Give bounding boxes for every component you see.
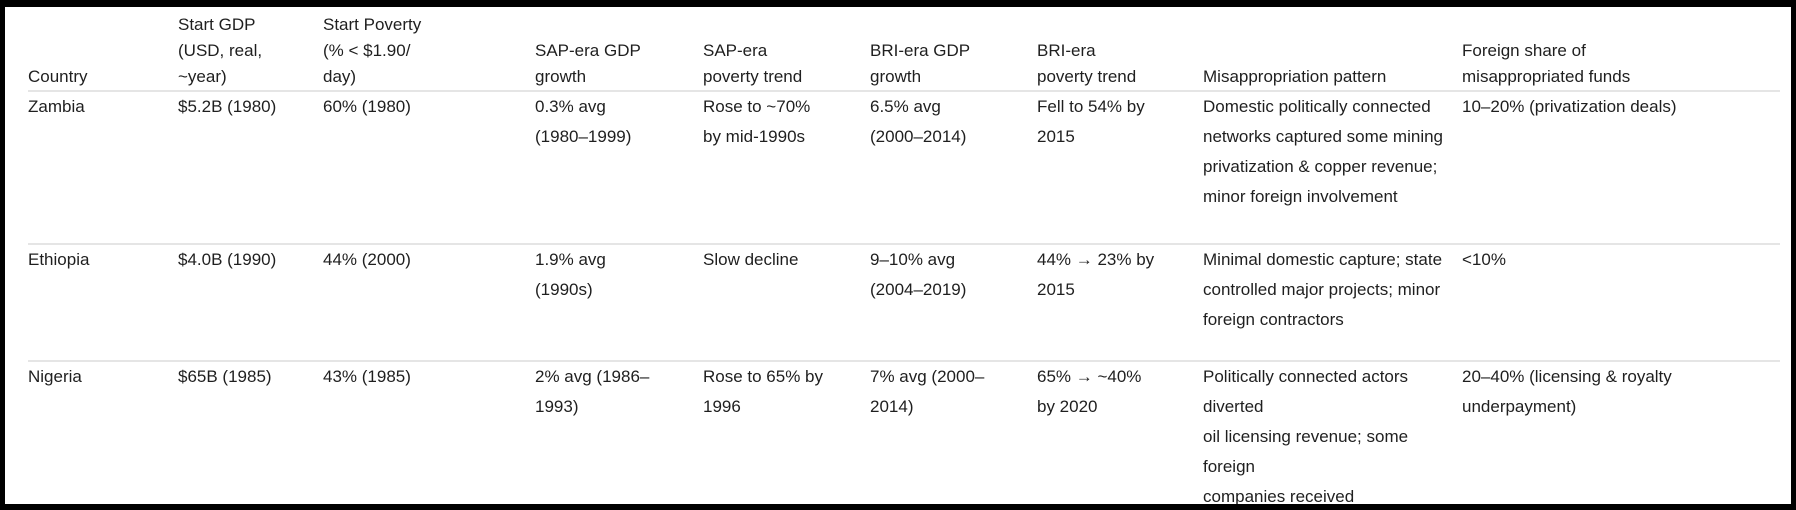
cell-start-poverty: 44% (2000) — [323, 250, 411, 269]
table-row-zambia: Zambia $5.2B (1980) 60% (1980) 0.3% avg … — [28, 91, 1780, 244]
col-header-bri-gdp-growth: BRI-era GDP growth — [870, 41, 971, 86]
cell-foreign-share: <10% — [1462, 250, 1506, 269]
cell-misappropriation-pattern: Minimal domestic capture; state controll… — [1203, 250, 1443, 329]
cell-misappropriation-pattern: Politically connected actors diverted oi… — [1203, 367, 1409, 506]
col-header-misappropriation-pattern: Misappropriation pattern — [1203, 67, 1387, 86]
cell-foreign-share: 20–40% (licensing & royalty underpayment… — [1462, 367, 1672, 416]
cell-bri-gdp-growth: 6.5% avg (2000–2014) — [870, 97, 967, 146]
cell-foreign-share: 10–20% (privatization deals) — [1462, 97, 1677, 116]
cell-start-poverty: 60% (1980) — [323, 97, 411, 116]
col-header-sap-gdp-growth: SAP-era GDP growth — [535, 41, 641, 86]
cell-sap-gdp-growth: 1.9% avg (1990s) — [535, 250, 606, 299]
cell-start-gdp: $4.0B (1990) — [178, 250, 277, 269]
cell-start-gdp: $5.2B (1980) — [178, 97, 277, 116]
cell-bri-gdp-growth: 9–10% avg (2004–2019) — [870, 250, 967, 299]
cell-country: Zambia — [28, 97, 85, 116]
comparison-table: Country Start GDP (USD, real, ~year) Sta… — [28, 7, 1780, 506]
col-header-bri-poverty-trend: BRI-era poverty trend — [1037, 41, 1137, 86]
cell-sap-gdp-growth: 2% avg (1986– 1993) — [535, 367, 650, 416]
cell-bri-poverty-trend: 65% → ~40% by 2020 — [1037, 367, 1142, 416]
col-header-country: Country — [28, 67, 88, 86]
cell-bri-gdp-growth: 7% avg (2000– 2014) — [870, 367, 985, 416]
cell-sap-poverty-trend: Rose to ~70% by mid-1990s — [703, 97, 811, 146]
cell-country: Nigeria — [28, 367, 82, 386]
col-header-foreign-share: Foreign share of misappropriated funds — [1462, 41, 1631, 86]
cell-sap-poverty-trend: Slow decline — [703, 250, 799, 269]
col-header-start-gdp: Start GDP (USD, real, ~year) — [178, 15, 263, 86]
cell-start-gdp: $65B (1985) — [178, 367, 272, 386]
table-row-nigeria: Nigeria $65B (1985) 43% (1985) 2% avg (1… — [28, 361, 1780, 506]
cell-bri-poverty-trend: 44% → 23% by 2015 — [1037, 250, 1155, 299]
cell-country: Ethiopia — [28, 250, 90, 269]
header-row: Country Start GDP (USD, real, ~year) Sta… — [28, 7, 1780, 91]
col-header-sap-poverty-trend: SAP-era poverty trend — [703, 41, 803, 86]
cell-bri-poverty-trend: Fell to 54% by 2015 — [1037, 97, 1145, 146]
col-header-start-poverty: Start Poverty (% < $1.90/ day) — [323, 15, 422, 86]
cell-sap-gdp-growth: 0.3% avg (1980–1999) — [535, 97, 632, 146]
table-row-ethiopia: Ethiopia $4.0B (1990) 44% (2000) 1.9% av… — [28, 244, 1780, 361]
cell-start-poverty: 43% (1985) — [323, 367, 411, 386]
cell-misappropriation-pattern: Domestic politically connected networks … — [1203, 97, 1444, 206]
cell-sap-poverty-trend: Rose to 65% by 1996 — [703, 367, 824, 416]
